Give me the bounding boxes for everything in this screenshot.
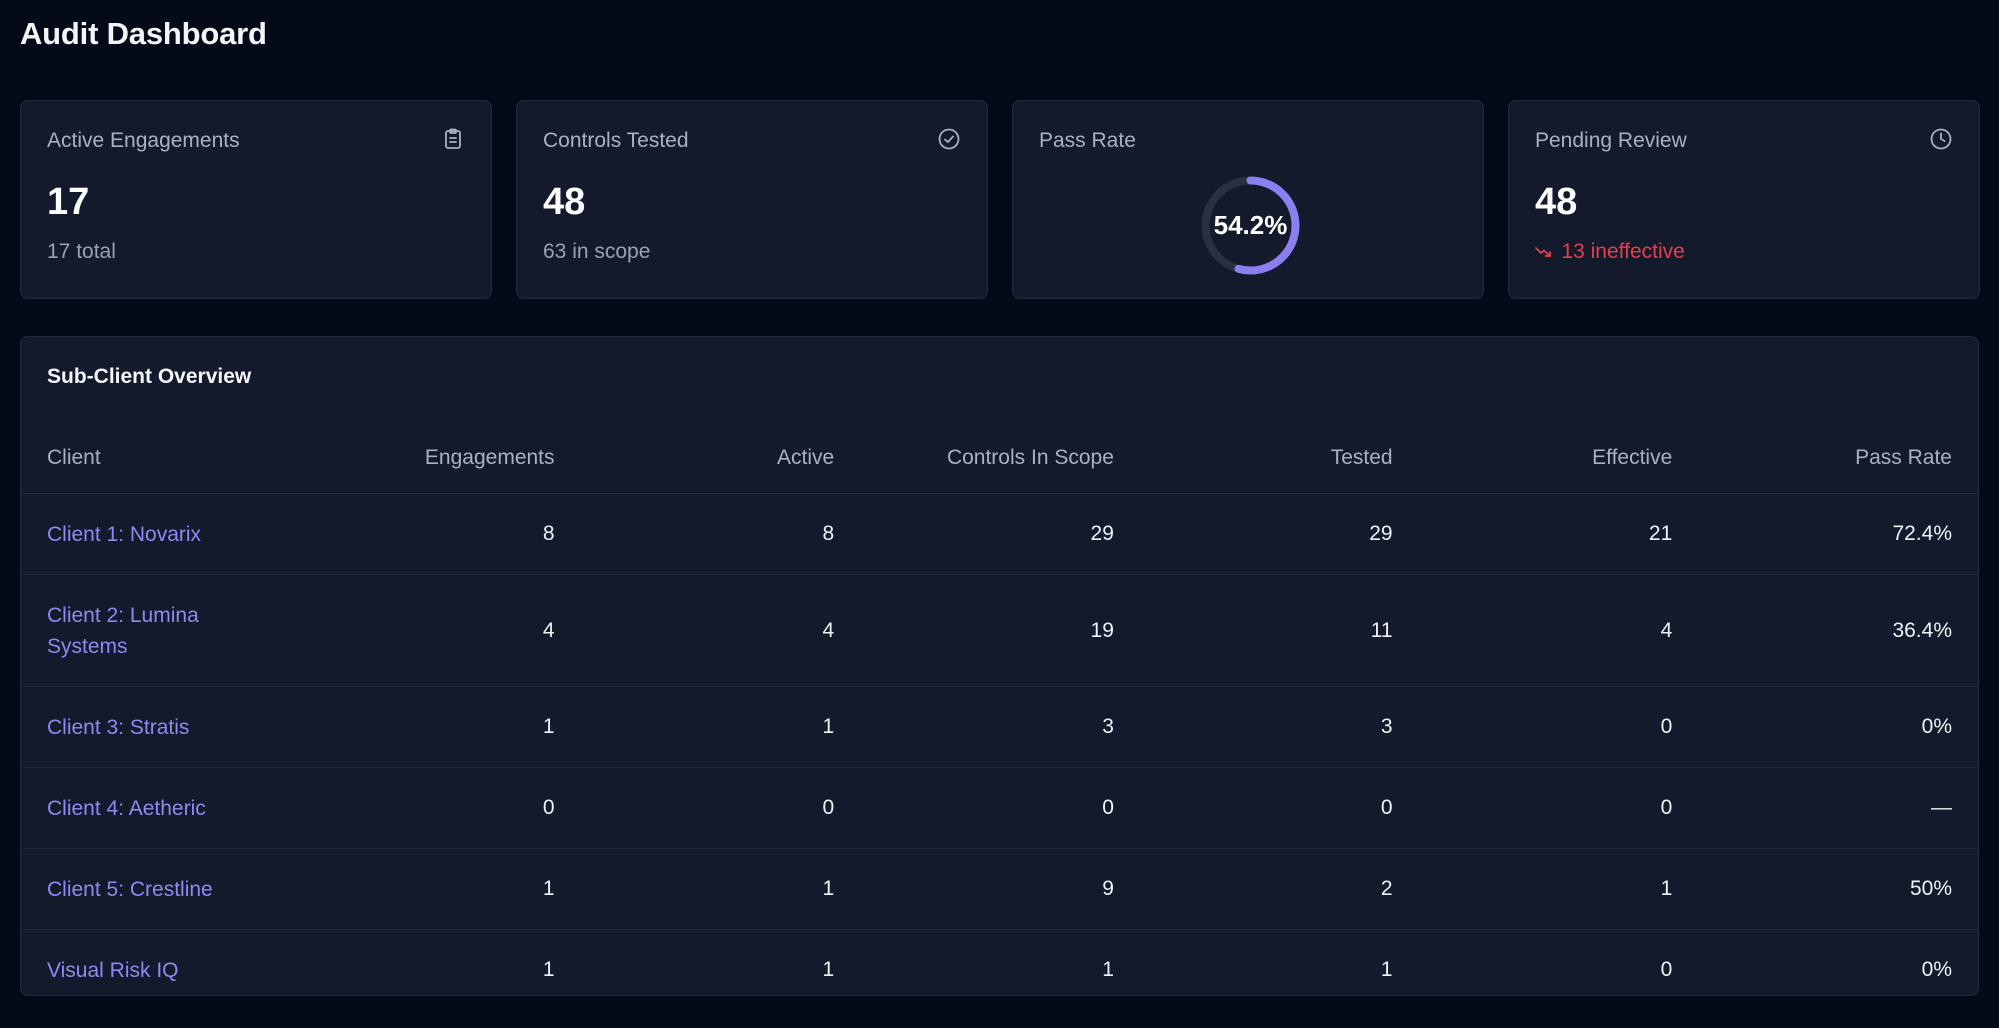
cell-effective: 4 [1418,574,1699,687]
stat-label: Active Engagements [47,129,240,152]
cell-pass-rate: 50% [1698,848,1978,930]
column-header-effective: Effective [1418,423,1699,494]
cell-effective: 0 [1660,958,1673,981]
cell-pass-rate: 0% [1698,686,1978,768]
pass-rate-value: 54.2% [1213,210,1288,240]
check-circle-icon [937,127,961,151]
stat-card-active-engagements: Active Engagements 17 17 total [20,100,492,299]
cell-engagements: 8 [300,493,581,575]
client-link[interactable]: Client 3: Stratis [47,715,190,739]
stat-subtext-ineffective: 13 ineffective [1535,240,1685,264]
table-header-row: Client Engagements Active Controls In Sc… [21,423,1978,494]
client-link[interactable]: Client 2: Lumina Systems [47,603,199,658]
cell-active: 4 [580,574,861,687]
cell-controls-in-scope: 0 [860,767,1140,849]
stat-card-controls-tested: Controls Tested 48 63 in scope [516,100,988,299]
cell-active: 1 [580,686,861,768]
cell-engagements: 1 [542,958,555,981]
stat-label: Pass Rate [1039,129,1136,152]
cell-engagements: 0 [300,767,581,849]
ineffective-count: 13 ineffective [1561,240,1685,263]
stat-value: 48 [543,181,586,223]
cell-effective: 1 [1418,848,1699,930]
column-header-engagements: Engagements [300,423,581,494]
column-header-client: Client [21,423,301,494]
cell-effective: 0 [1418,767,1699,849]
table-row: Client 5: Crestline 1 1 9 2 1 50% [21,848,1978,930]
cell-active: 8 [580,493,861,575]
cell-controls-in-scope: 3 [860,686,1140,768]
pass-rate-donut: 54.2% [1198,173,1303,278]
stat-value: 48 [1535,181,1578,223]
cell-controls-in-scope: 29 [860,493,1140,575]
cell-pass-rate: 36.4% [1698,574,1978,687]
trend-down-icon [1535,245,1555,262]
column-header-tested: Tested [1139,423,1419,494]
cell-tested: 11 [1139,574,1419,687]
stat-label: Controls Tested [543,129,689,152]
stat-card-pending-review: Pending Review 48 13 ineffective [1508,100,1980,299]
clock-icon [1929,127,1953,151]
pass-rate-arc [1201,176,1300,275]
client-link[interactable]: Client 1: Novarix [47,522,202,546]
page-title: Audit Dashboard [20,16,267,51]
column-header-active: Active [580,423,861,494]
cell-engagements: 4 [300,574,581,687]
cell-active: 0 [580,767,861,849]
cell-active: 1 [580,848,861,930]
table-row: Client 1: Novarix 8 8 29 29 21 72.4% [21,493,1978,575]
cell-engagements: 1 [300,848,581,930]
stat-value: 17 [47,181,90,223]
cell-tested: 1 [1380,958,1393,981]
stat-card-pass-rate: Pass Rate 54.2% [1012,100,1484,299]
client-link[interactable]: Client 4: Aetheric [47,796,206,820]
client-link[interactable]: Visual Risk IQ [47,958,179,982]
column-header-pass-rate: Pass Rate [1698,423,1978,494]
cell-tested: 29 [1139,493,1419,575]
sub-client-table: Client Engagements Active Controls In Sc… [21,423,1978,1010]
table-title: Sub-Client Overview [47,365,252,388]
cell-controls-in-scope: 19 [860,574,1140,687]
table-row: Client 3: Stratis 1 1 3 3 0 0% [21,686,1978,768]
cell-controls-in-scope: 9 [860,848,1140,930]
cell-tested: 2 [1139,848,1419,930]
stat-label: Pending Review [1535,129,1687,152]
clipboard-icon [441,127,465,151]
client-link[interactable]: Client 5: Crestline [47,877,213,901]
cell-pass-rate: 0% [1921,958,1952,981]
sub-client-overview-card: Sub-Client Overview Client Engagements A… [20,336,1979,996]
stat-subtext: 63 in scope [543,240,651,263]
cell-tested: 0 [1139,767,1419,849]
cell-effective: 21 [1418,493,1699,575]
cell-engagements: 1 [300,686,581,768]
cell-effective: 0 [1418,686,1699,768]
table-row: Client 4: Aetheric 0 0 0 0 0 — [21,767,1978,849]
table-row: Visual Risk IQ 1 1 1 1 0 0% [21,930,1978,1011]
table-row: Client 2: Lumina Systems 4 4 19 11 4 36.… [21,574,1978,687]
column-header-controls-in-scope: Controls In Scope [860,423,1140,494]
cell-pass-rate: 72.4% [1698,493,1978,575]
stat-subtext: 17 total [47,240,116,263]
cell-tested: 3 [1139,686,1419,768]
cell-controls-in-scope: 1 [1102,958,1114,981]
cell-pass-rate: — [1698,767,1978,849]
cell-active: 1 [822,958,835,981]
